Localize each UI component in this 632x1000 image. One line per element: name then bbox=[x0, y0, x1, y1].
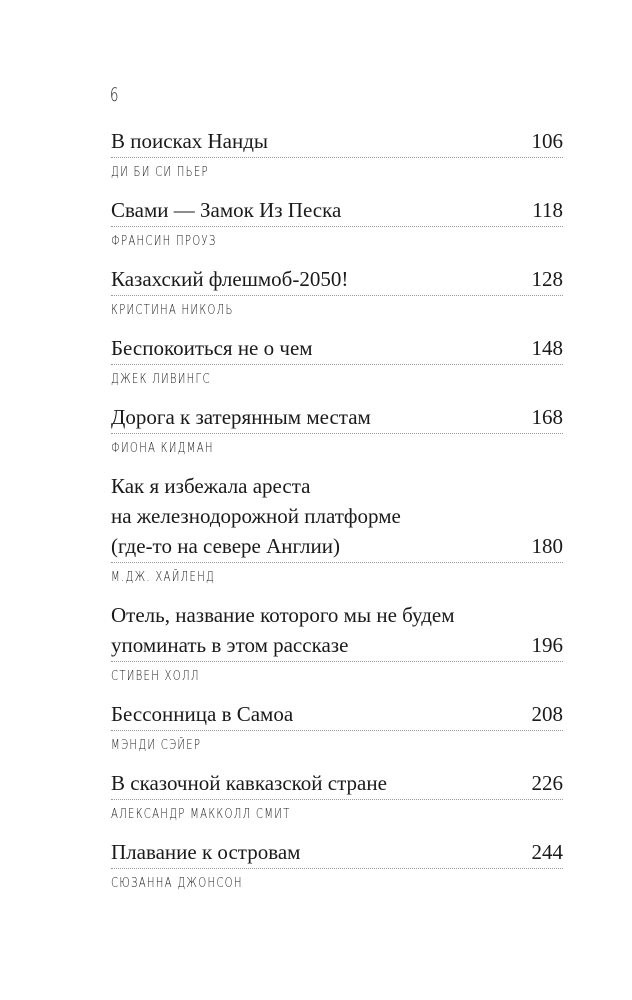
toc-entry[interactable]: Как я избежала ареста на железнодорожной… bbox=[111, 471, 563, 593]
title-row: Беспокоиться не о чем 148 bbox=[111, 333, 563, 365]
page-number: 6 bbox=[110, 84, 119, 106]
title-row: Отель, название которого мы не будем упо… bbox=[111, 600, 563, 662]
title-row: Казахский флешмоб-2050! 128 bbox=[111, 264, 563, 296]
author: ДИ БИ СИ ПЬЕР bbox=[111, 165, 209, 180]
page-ref: 106 bbox=[531, 129, 564, 153]
title-row: Как я избежала ареста на железнодорожной… bbox=[111, 471, 563, 563]
page-ref: 128 bbox=[531, 267, 564, 291]
table-of-contents: В поисках Нанды 106 ДИ БИ СИ ПЬЕР Свами —… bbox=[111, 126, 563, 906]
page-ref: 208 bbox=[531, 702, 564, 726]
title-row: Плавание к островам 244 bbox=[111, 837, 563, 869]
title-row: В сказочной кавказской стране 226 bbox=[111, 768, 563, 800]
title-row: Дорога к затерянным местам 168 bbox=[111, 402, 563, 434]
author: СЮЗАННА ДЖОНСОН bbox=[111, 876, 243, 891]
story-title: Плавание к островам bbox=[111, 840, 301, 864]
story-title: Свами — Замок Из Песка bbox=[111, 198, 342, 222]
toc-entry[interactable]: Дорога к затерянным местам 168 ФИОНА КИДМ… bbox=[111, 402, 563, 464]
title-row: Свами — Замок Из Песка 118 bbox=[111, 195, 563, 227]
author: М.ДЖ. ХАЙЛЕНД bbox=[111, 570, 216, 585]
story-title: Отель, название которого мы не будем упо… bbox=[111, 603, 455, 657]
page-ref: 118 bbox=[532, 198, 563, 222]
page-ref: 148 bbox=[531, 336, 564, 360]
toc-entry[interactable]: В поисках Нанды 106 ДИ БИ СИ ПЬЕР bbox=[111, 126, 563, 188]
author: КРИСТИНА НИКОЛЬ bbox=[111, 303, 234, 318]
story-title: Бессонница в Самоа bbox=[111, 702, 294, 726]
page-ref: 244 bbox=[531, 840, 564, 864]
toc-entry[interactable]: Свами — Замок Из Песка 118 ФРАНСИН ПРОУЗ bbox=[111, 195, 563, 257]
toc-entry[interactable]: Отель, название которого мы не будем упо… bbox=[111, 600, 563, 692]
author: АЛЕКСАНДР МАККОЛЛ СМИТ bbox=[111, 807, 291, 822]
author: МЭНДИ СЭЙЕР bbox=[111, 738, 202, 753]
toc-entry[interactable]: Бессонница в Самоа 208 МЭНДИ СЭЙЕР bbox=[111, 699, 563, 761]
title-row: Бессонница в Самоа 208 bbox=[111, 699, 563, 731]
author: ДЖЕК ЛИВИНГС bbox=[111, 372, 211, 387]
page-ref: 226 bbox=[531, 771, 564, 795]
story-title: В сказочной кавказской стране bbox=[111, 771, 387, 795]
page-ref: 196 bbox=[531, 633, 564, 657]
toc-entry[interactable]: Казахский флешмоб-2050! 128 КРИСТИНА НИКО… bbox=[111, 264, 563, 326]
author: СТИВЕН ХОЛЛ bbox=[111, 669, 200, 684]
story-title: Казахский флешмоб-2050! bbox=[111, 267, 349, 291]
author: ФИОНА КИДМАН bbox=[111, 441, 214, 456]
story-title: Как я избежала ареста на железнодорожной… bbox=[111, 474, 401, 558]
author: ФРАНСИН ПРОУЗ bbox=[111, 234, 217, 249]
toc-entry[interactable]: Плавание к островам 244 СЮЗАННА ДЖОНСОН bbox=[111, 837, 563, 899]
toc-entry[interactable]: Беспокоиться не о чем 148 ДЖЕК ЛИВИНГС bbox=[111, 333, 563, 395]
page-ref: 180 bbox=[531, 534, 564, 558]
toc-entry[interactable]: В сказочной кавказской стране 226 АЛЕКСАН… bbox=[111, 768, 563, 830]
story-title: Беспокоиться не о чем bbox=[111, 336, 313, 360]
title-row: В поисках Нанды 106 bbox=[111, 126, 563, 158]
story-title: В поисках Нанды bbox=[111, 129, 269, 153]
story-title: Дорога к затерянным местам bbox=[111, 405, 371, 429]
page-ref: 168 bbox=[531, 405, 564, 429]
